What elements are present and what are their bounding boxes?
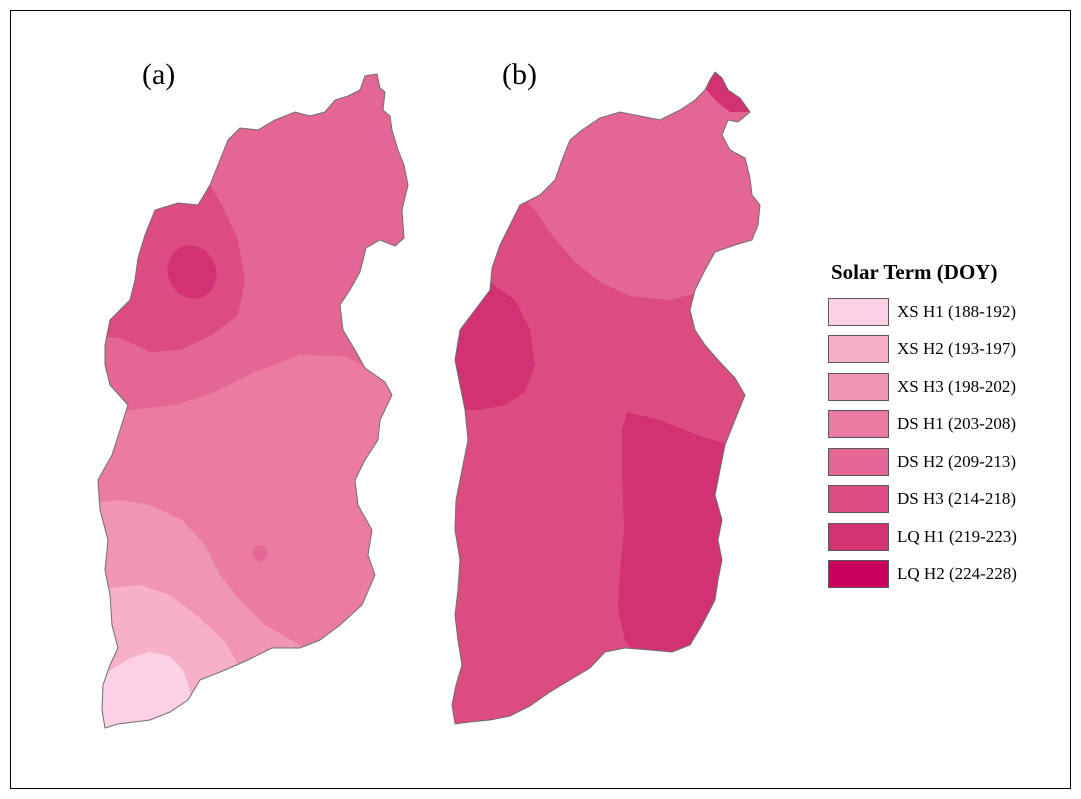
legend-item: DS H1 (203-208) (828, 406, 1048, 444)
legend-label: XS H1 (188-192) (897, 301, 1016, 321)
legend-label: DS H2 (209-213) (897, 451, 1016, 471)
legend-swatch (828, 335, 889, 364)
legend-label: XS H2 (193-197) (897, 339, 1016, 359)
zone-lq-h1-a (167, 245, 217, 299)
legend-swatch (828, 447, 889, 476)
legend-item: XS H3 (198-202) (828, 368, 1048, 406)
legend-swatch (828, 410, 889, 439)
legend-label: XS H3 (198-202) (897, 376, 1016, 396)
map-panel-a (98, 74, 408, 728)
legend-label: DS H1 (203-208) (897, 414, 1016, 434)
legend-label: LQ H2 (224-228) (897, 564, 1017, 584)
legend-swatch (828, 372, 889, 401)
legend-label: DS H3 (214-218) (897, 489, 1016, 509)
panel-label-b: (b) (502, 58, 537, 91)
legend-item: DS H3 (214-218) (828, 481, 1048, 519)
zone-ds-h2-spot-a (253, 545, 267, 561)
zone-xs-h1-a (98, 652, 190, 728)
legend-item: XS H2 (193-197) (828, 331, 1048, 369)
panel-label-a: (a) (142, 58, 176, 91)
legend-swatch (828, 485, 889, 514)
legend-rows: XS H1 (188-192) XS H2 (193-197) XS H3 (198… (828, 293, 1048, 593)
legend-item: DS H2 (209-213) (828, 443, 1048, 481)
map-panel-b (452, 72, 760, 724)
legend-swatch (828, 522, 889, 551)
legend-item: XS H1 (188-192) (828, 293, 1048, 331)
legend-swatch (828, 297, 889, 326)
legend: Solar Term (DOY) XS H1 (188-192) XS H2 (1… (828, 260, 1048, 593)
zone-lq-h1-east-b (618, 412, 740, 660)
legend-title: Solar Term (DOY) (831, 260, 998, 284)
zone-ds-h3-a (98, 185, 245, 352)
legend-item: LQ H1 (219-223) (828, 518, 1048, 556)
legend-label: LQ H1 (219-223) (897, 526, 1017, 546)
legend-swatch (828, 560, 889, 589)
legend-item: LQ H2 (224-228) (828, 556, 1048, 594)
